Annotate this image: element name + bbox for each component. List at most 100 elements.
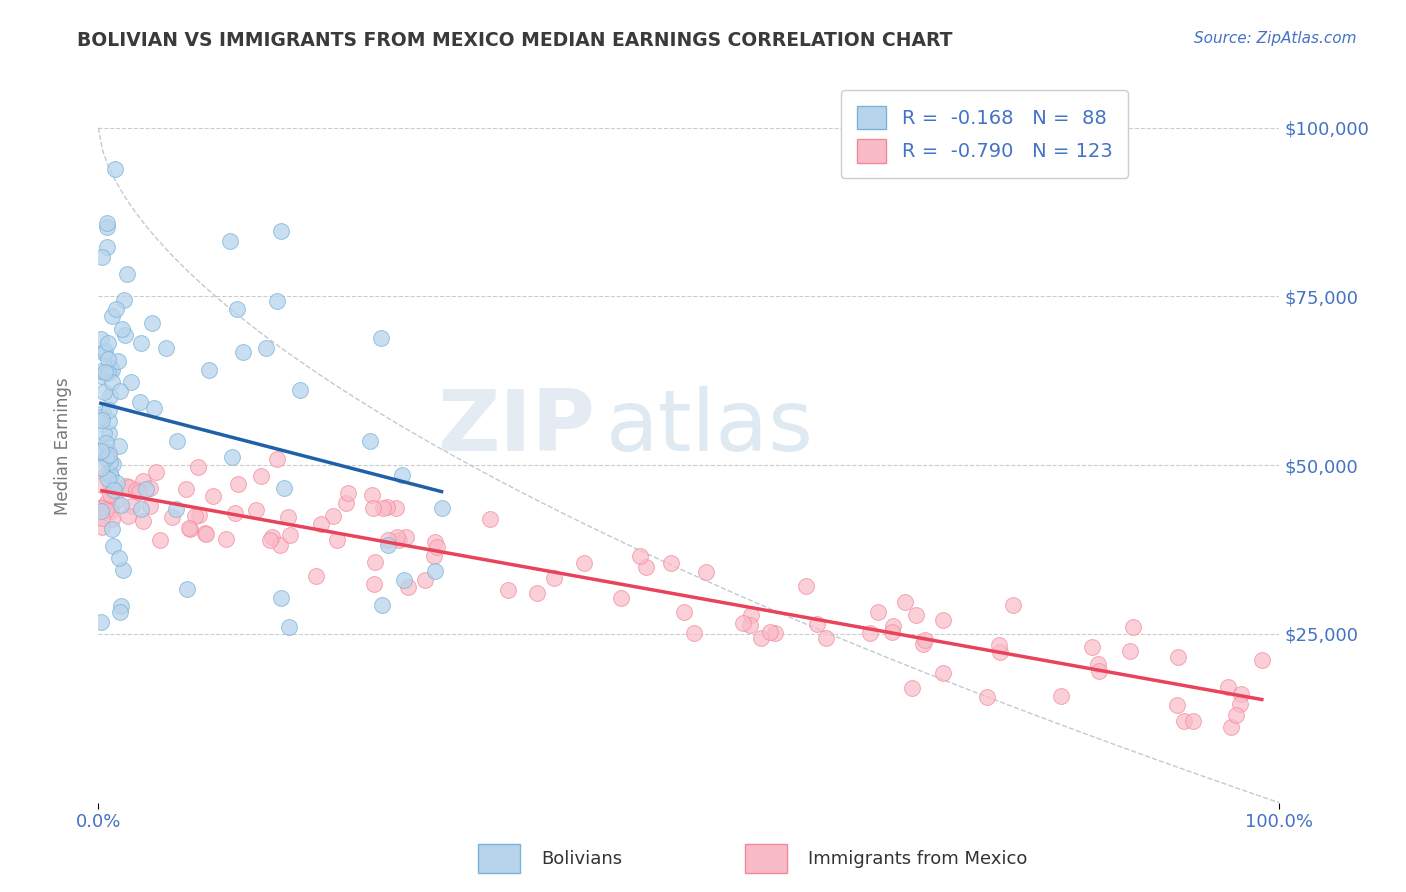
Point bbox=[94, 451, 117, 466]
Point bbox=[672, 605, 695, 619]
Point bbox=[394, 574, 416, 588]
Point bbox=[117, 509, 139, 524]
Point bbox=[337, 486, 360, 500]
Point bbox=[96, 240, 118, 254]
Point bbox=[187, 508, 209, 523]
Point bbox=[1181, 714, 1204, 728]
Point bbox=[98, 413, 121, 427]
Point bbox=[988, 644, 1011, 658]
Point bbox=[105, 493, 128, 508]
Point bbox=[426, 540, 449, 554]
Point bbox=[387, 530, 409, 544]
Point bbox=[160, 510, 183, 524]
Point bbox=[904, 607, 927, 622]
Point bbox=[91, 500, 114, 515]
Point bbox=[425, 564, 447, 578]
Point bbox=[322, 508, 344, 523]
Point bbox=[98, 467, 121, 481]
Point bbox=[91, 511, 114, 525]
Point bbox=[894, 595, 917, 609]
Point bbox=[131, 514, 153, 528]
Point bbox=[373, 501, 395, 516]
Point bbox=[1122, 620, 1144, 634]
Point bbox=[277, 509, 299, 524]
Point bbox=[260, 530, 283, 544]
Point bbox=[914, 633, 936, 648]
Point bbox=[859, 626, 882, 640]
Point bbox=[758, 624, 780, 639]
Point bbox=[94, 503, 117, 517]
Point bbox=[377, 538, 399, 552]
Point bbox=[98, 448, 121, 462]
Point bbox=[91, 413, 114, 427]
Point bbox=[90, 410, 112, 425]
Point bbox=[91, 444, 114, 458]
Point bbox=[359, 434, 381, 448]
Point bbox=[478, 512, 501, 526]
Legend: R =  -0.168   N =  88, R =  -0.790   N = 123: R = -0.168 N = 88, R = -0.790 N = 123 bbox=[841, 90, 1128, 178]
Point bbox=[195, 527, 218, 541]
Point bbox=[1229, 698, 1251, 712]
Point bbox=[763, 626, 786, 640]
Point bbox=[110, 498, 132, 512]
Point bbox=[1167, 650, 1189, 665]
Point bbox=[96, 216, 118, 230]
Point bbox=[749, 631, 772, 645]
Text: Bolivians: Bolivians bbox=[541, 849, 623, 868]
Point bbox=[184, 508, 207, 523]
Point bbox=[132, 474, 155, 488]
Point bbox=[659, 557, 682, 571]
Point bbox=[148, 533, 170, 547]
Point bbox=[375, 500, 398, 515]
Point bbox=[121, 500, 143, 514]
Point bbox=[814, 631, 837, 645]
Point bbox=[740, 607, 762, 622]
Point bbox=[100, 469, 122, 483]
Point bbox=[270, 224, 292, 238]
Point bbox=[361, 501, 384, 516]
Point bbox=[377, 533, 399, 547]
Point bbox=[198, 363, 221, 377]
Text: Median Earnings: Median Earnings bbox=[55, 377, 72, 515]
Point bbox=[932, 613, 955, 627]
Point bbox=[610, 591, 633, 605]
Point bbox=[165, 502, 187, 516]
Point bbox=[396, 580, 419, 594]
Point bbox=[226, 476, 249, 491]
Point bbox=[1087, 657, 1109, 672]
Point bbox=[215, 532, 238, 546]
Point bbox=[96, 495, 118, 509]
Point bbox=[1049, 690, 1071, 704]
Point bbox=[266, 452, 288, 467]
Point bbox=[430, 500, 453, 515]
Point bbox=[103, 539, 125, 553]
Point bbox=[135, 483, 157, 497]
Text: atlas: atlas bbox=[606, 385, 814, 468]
Point bbox=[105, 476, 128, 491]
Point bbox=[139, 481, 162, 495]
Point bbox=[423, 535, 446, 549]
Point bbox=[107, 550, 129, 565]
Point bbox=[141, 316, 163, 330]
Point bbox=[269, 538, 291, 552]
Point bbox=[98, 455, 121, 469]
Point bbox=[97, 352, 120, 367]
Point bbox=[91, 442, 114, 456]
Point bbox=[1220, 720, 1243, 734]
Point bbox=[1166, 698, 1188, 713]
Point bbox=[391, 468, 413, 483]
Point bbox=[388, 533, 411, 547]
Text: Immigrants from Mexico: Immigrants from Mexico bbox=[808, 849, 1028, 868]
Point bbox=[90, 443, 112, 458]
Point bbox=[1002, 598, 1025, 612]
Point bbox=[91, 406, 114, 420]
Point bbox=[364, 556, 387, 570]
Point bbox=[232, 345, 254, 359]
Point bbox=[250, 469, 273, 483]
Point bbox=[385, 500, 408, 515]
Point bbox=[634, 559, 657, 574]
Point bbox=[218, 234, 240, 248]
Point bbox=[370, 330, 392, 344]
Point bbox=[221, 450, 243, 464]
Point bbox=[733, 616, 755, 631]
